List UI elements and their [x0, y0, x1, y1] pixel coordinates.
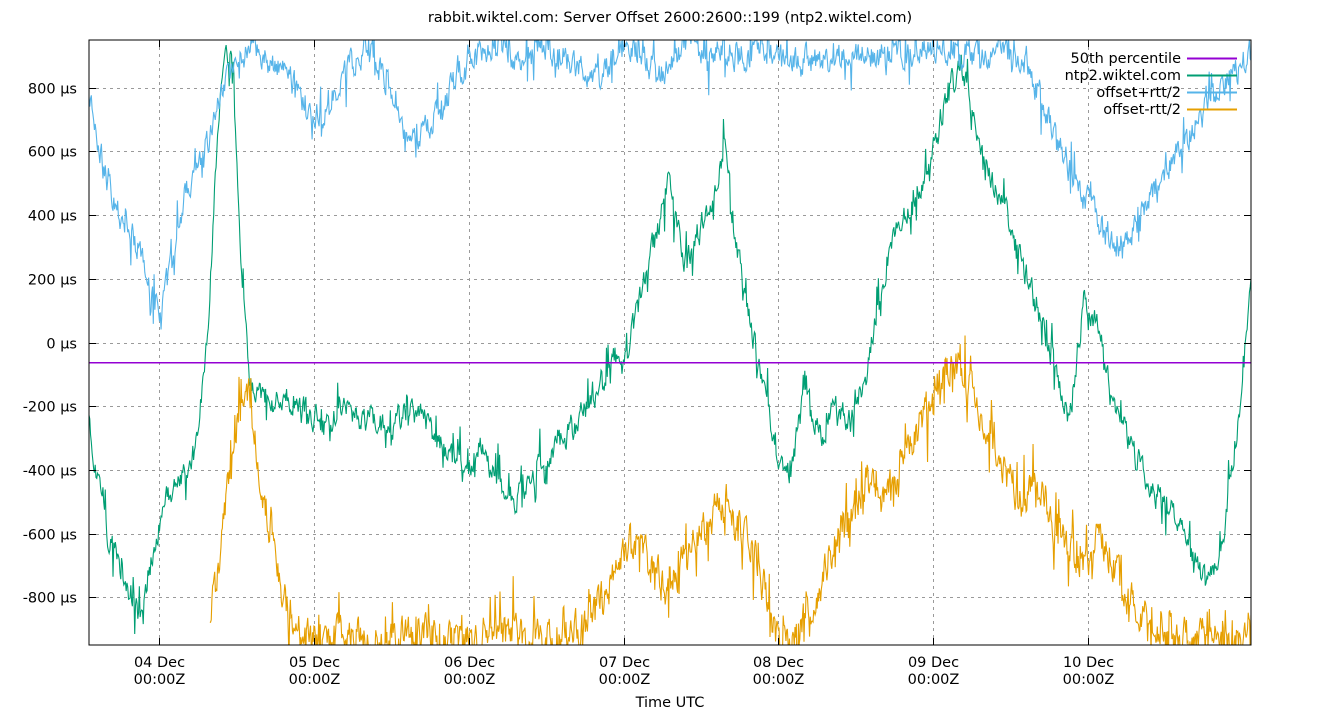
legend-label-offset-rtt-2: offset-rtt/2: [1103, 102, 1181, 118]
x-axis-tick-label: 00:00Z: [599, 672, 651, 688]
plot-border: [88, 39, 1252, 646]
x-axis-tick-label: 09 Dec: [908, 655, 959, 671]
y-axis-tick-label: 0 µs: [46, 337, 77, 353]
page-title: rabbit.wiktel.com: Server Offset 2600:26…: [427, 10, 913, 26]
y-axis-tick-label: -800 µs: [23, 591, 77, 607]
legend-label-ntp2-wiktel-com: ntp2.wiktel.com: [1065, 68, 1181, 84]
x-axis-title: Time UTC: [635, 695, 705, 711]
series-line-offset-rtt-2: [209, 335, 1251, 645]
y-axis-tick-label: -600 µs: [23, 528, 77, 544]
y-axis-tick-label: 400 µs: [28, 209, 77, 225]
x-axis-tick-label: 00:00Z: [908, 672, 960, 688]
y-axis-tick-label: -400 µs: [23, 464, 77, 480]
series-line-ntp2-wiktel-com: [89, 44, 1251, 634]
x-axis-tick-label: 00:00Z: [134, 672, 186, 688]
y-axis-tick-label: 800 µs: [28, 82, 77, 98]
chart-legend: 50th percentilentp2.wiktel.comoffset+rtt…: [1065, 51, 1237, 118]
x-axis-tick-label: 00:00Z: [289, 672, 341, 688]
x-axis-tick-label: 00:00Z: [753, 672, 805, 688]
y-axis-tick-label: -200 µs: [23, 400, 77, 416]
x-axis-tick-label: 10 Dec: [1063, 655, 1114, 671]
y-axis-tick-label: 200 µs: [28, 273, 77, 289]
legend-label-offset-rtt-2: offset+rtt/2: [1096, 85, 1181, 101]
series-layer: [89, 40, 1251, 645]
axis-ticks-layer: [89, 40, 1251, 645]
legend-label-50th-percentile: 50th percentile: [1071, 51, 1182, 67]
axis-labels-layer: 800 µs 600 µs 400 µs 200 µs 0 µs -200 µs -400 …: [23, 82, 1115, 712]
x-axis-tick-label: 00:00Z: [1063, 672, 1115, 688]
x-axis-tick-label: 07 Dec: [599, 655, 650, 671]
x-axis-tick-label: 08 Dec: [753, 655, 804, 671]
x-axis-tick-label: 00:00Z: [444, 672, 496, 688]
x-axis-tick-label: 05 Dec: [289, 655, 340, 671]
x-axis-tick-label: 06 Dec: [444, 655, 495, 671]
plot-border-layer: [88, 39, 1252, 646]
y-axis-tick-label: 600 µs: [28, 145, 77, 161]
grid-layer: [89, 40, 1251, 645]
series-line-offset-rtt-2: [89, 40, 1251, 330]
x-axis-tick-label: 04 Dec: [134, 655, 185, 671]
